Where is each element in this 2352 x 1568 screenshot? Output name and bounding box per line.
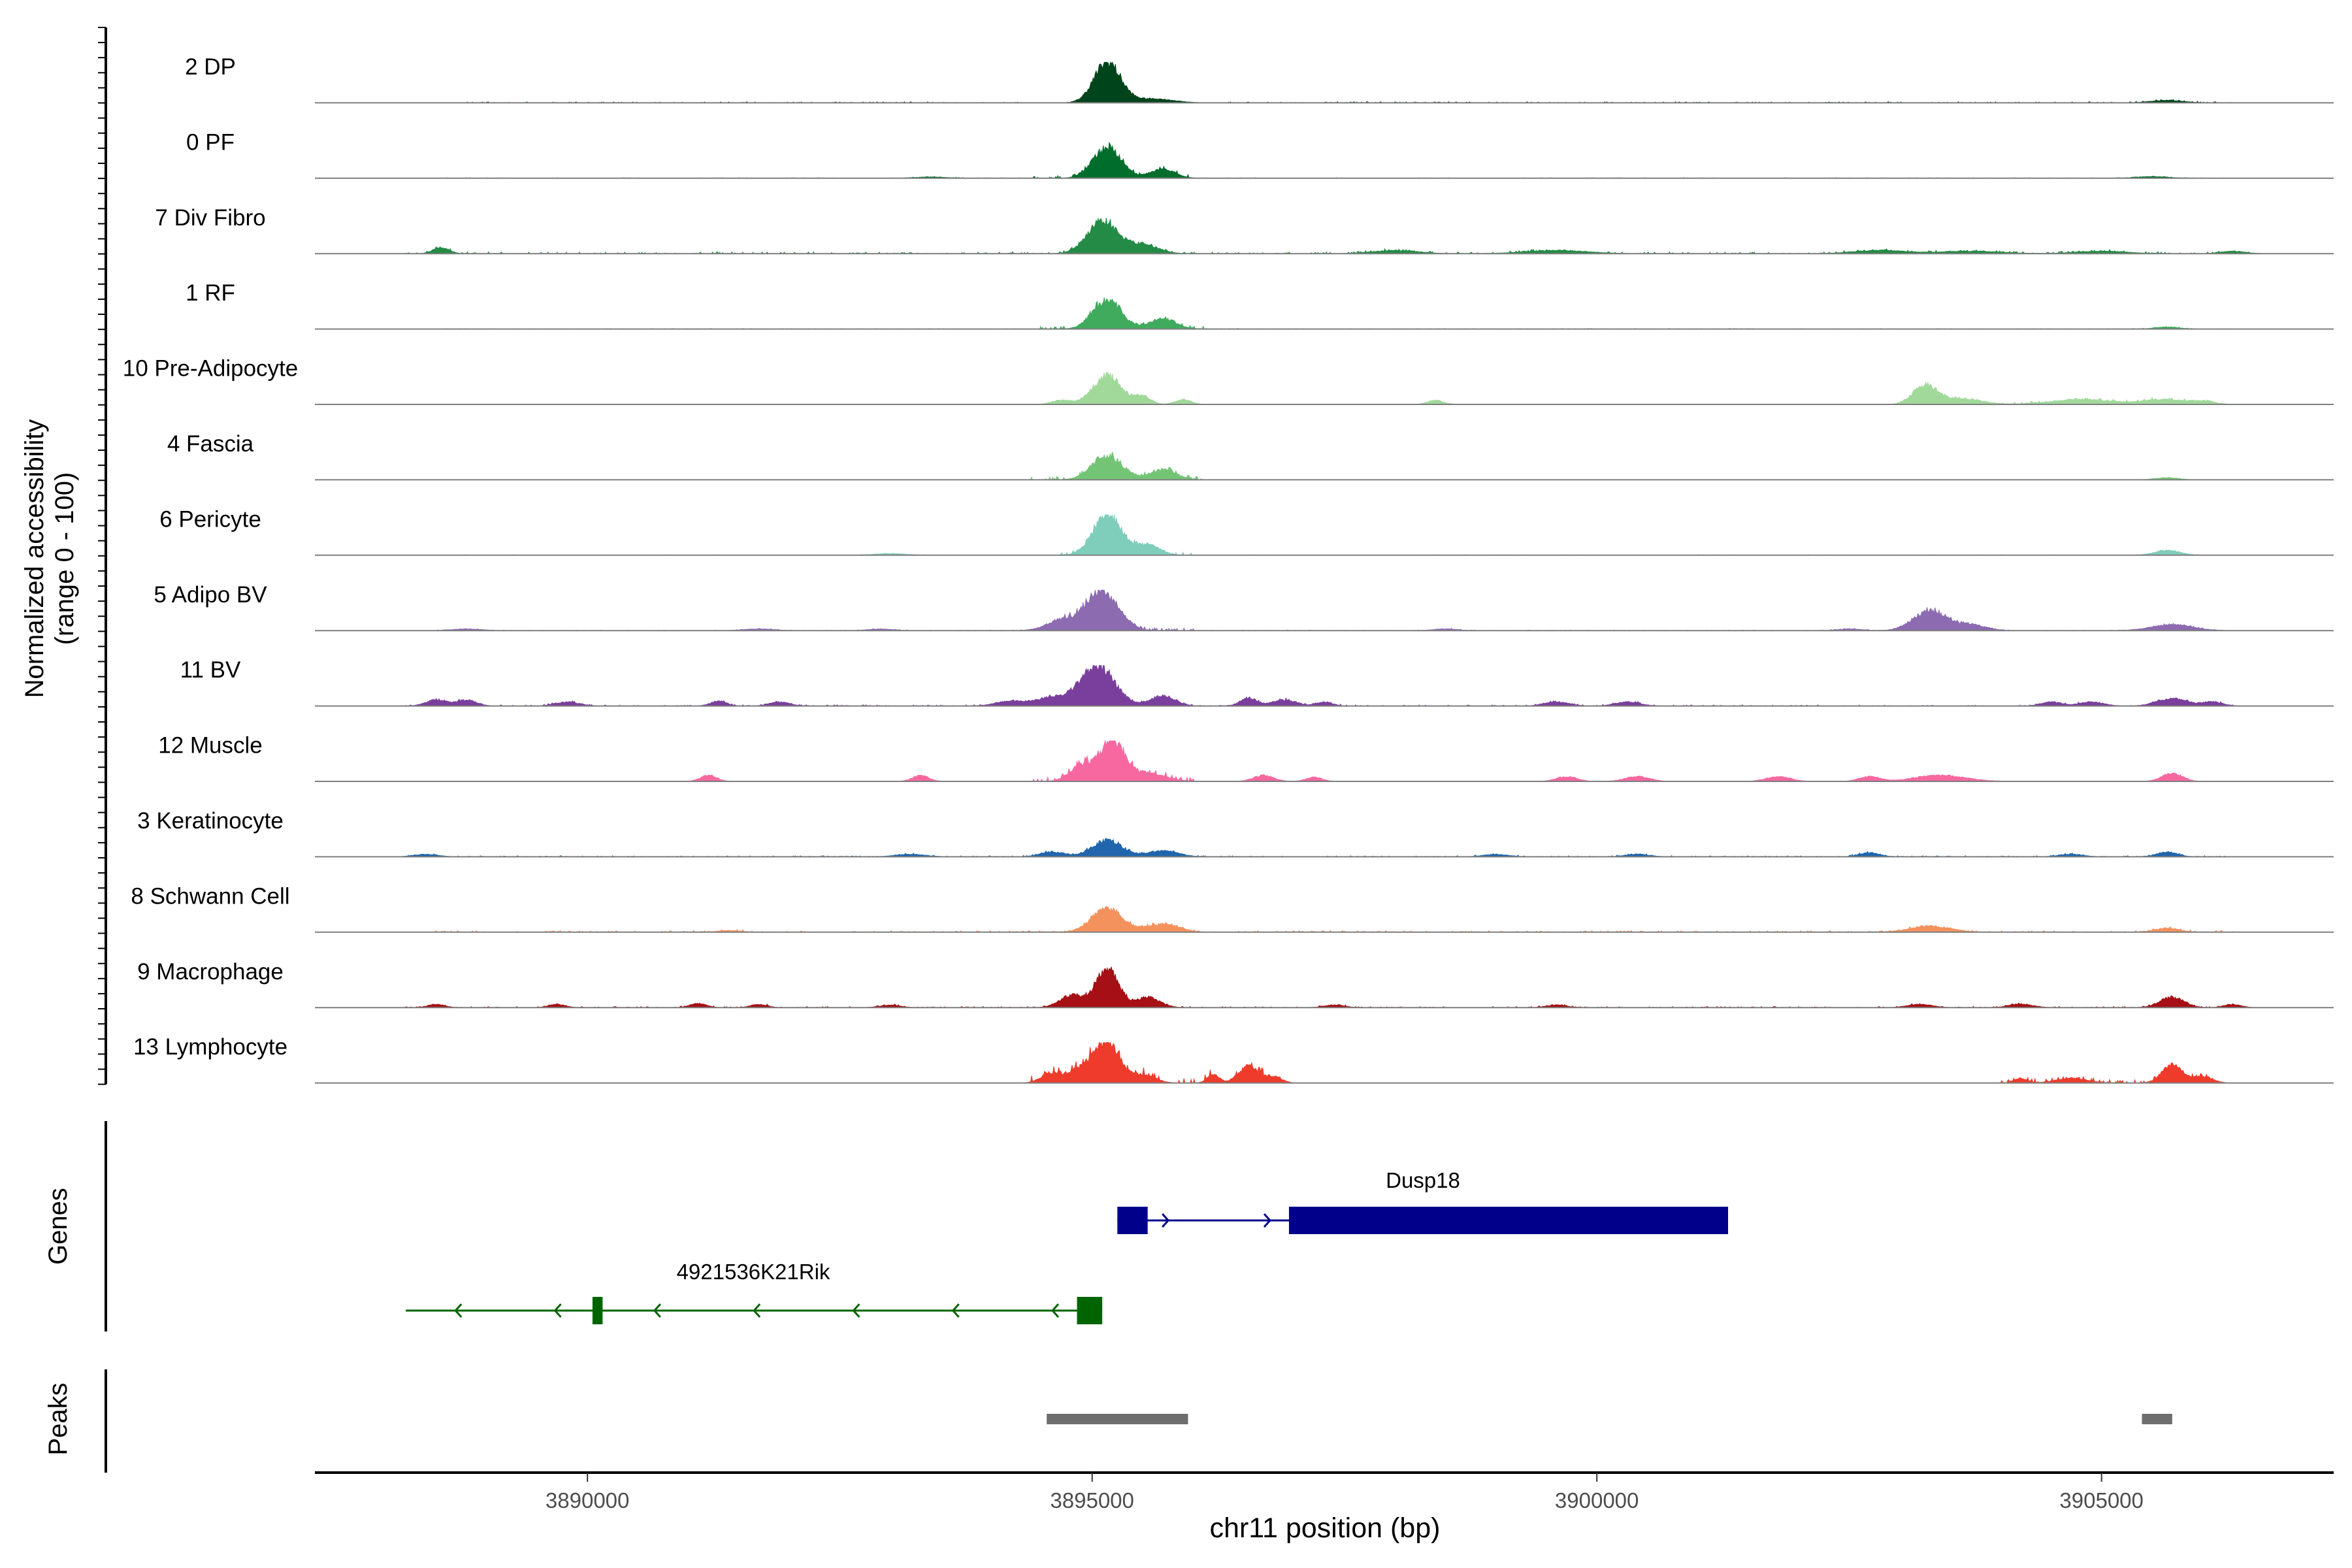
coverage-area <box>315 589 2334 632</box>
track-10-pre-adipocyte: 10 Pre-Adipocyte <box>123 356 2334 405</box>
y-axis-label-line1: Normalized accessibility <box>20 419 49 698</box>
track-6-pericyte: 6 Pericyte <box>159 506 2334 556</box>
coverage-area <box>315 906 2334 933</box>
coverage-area <box>315 217 2334 255</box>
coverage-tracks: 2 DP 0 PF 7 Div Fibro 1 RF 10 Pre-Adipocyte 4… <box>123 54 2334 1084</box>
exon <box>1077 1297 1103 1324</box>
track-7-div-fibro: 7 Div Fibro <box>155 205 2334 255</box>
exon <box>1288 1207 1728 1234</box>
track-label: 10 Pre-Adipocyte <box>123 356 298 382</box>
peaks-panel-label: Peaks <box>44 1382 73 1455</box>
gene-4921536k21rik: 4921536K21Rik <box>406 1260 1103 1324</box>
gene-name: Dusp18 <box>1386 1168 1460 1192</box>
strand-arrow <box>1051 1303 1060 1318</box>
track-4-fascia: 4 Fascia <box>167 431 2334 481</box>
track-2-dp: 2 DP <box>185 54 2334 104</box>
genes-panel-label: Genes <box>44 1188 73 1265</box>
x-tick-label: 3890000 <box>546 1488 629 1512</box>
track-label: 13 Lymphocyte <box>133 1034 287 1060</box>
coverage-area <box>315 514 2334 556</box>
track-label: 0 PF <box>186 129 235 155</box>
track-label: 1 RF <box>186 280 235 306</box>
track-3-keratinocyte: 3 Keratinocyte <box>137 808 2334 858</box>
coverage-area <box>315 61 2334 104</box>
coverage-area <box>315 451 2334 481</box>
coverage-area <box>315 740 2334 782</box>
x-tick-label: 3895000 <box>1050 1488 1134 1512</box>
y-axis-label-line2: (range 0 - 100) <box>50 472 79 645</box>
strand-arrow <box>753 1303 761 1318</box>
exon <box>1117 1207 1148 1234</box>
coverage-area <box>315 966 2334 1008</box>
coverage-area <box>315 1041 2334 1084</box>
track-label: 4 Fascia <box>167 431 254 457</box>
x-tick-label: 3900000 <box>1555 1488 1639 1512</box>
track-label: 2 DP <box>185 54 236 80</box>
peak-region <box>2142 1414 2172 1424</box>
strand-arrow <box>951 1303 960 1318</box>
track-5-adipo-bv: 5 Adipo BV <box>154 582 2334 632</box>
track-0-pf: 0 PF <box>186 129 2334 179</box>
x-axis-label: chr11 position (bp) <box>1210 1512 1441 1544</box>
track-label: 11 BV <box>180 657 241 683</box>
x-tick-label: 3905000 <box>2059 1488 2143 1512</box>
peak-region <box>1047 1414 1188 1424</box>
track-9-macrophage: 9 Macrophage <box>137 959 2334 1009</box>
track-label: 5 Adipo BV <box>154 582 267 608</box>
peaks-panel <box>1047 1414 2172 1424</box>
track-label: 3 Keratinocyte <box>137 808 284 834</box>
coverage-area <box>315 372 2334 405</box>
track-8-schwann-cell: 8 Schwann Cell <box>131 883 2334 933</box>
gene-dusp18: Dusp18 <box>1117 1168 1728 1234</box>
track-label: 9 Macrophage <box>137 959 284 985</box>
exon <box>592 1297 603 1324</box>
coverage-area <box>315 141 2334 179</box>
strand-arrow <box>653 1303 661 1318</box>
track-label: 7 Div Fibro <box>155 205 265 231</box>
track-label: 8 Schwann Cell <box>131 883 289 909</box>
gene-name: 4921536K21Rik <box>677 1260 830 1284</box>
track-label: 6 Pericyte <box>159 506 261 532</box>
strand-arrow <box>553 1303 562 1318</box>
strand-arrow <box>454 1303 463 1318</box>
gene-annotation-panel: Dusp18 4921536K21Rik <box>406 1168 1728 1324</box>
track-11-bv: 11 BV <box>180 657 2334 707</box>
coverage-area <box>315 838 2334 858</box>
strand-arrow <box>852 1303 860 1318</box>
track-12-muscle: 12 Muscle <box>158 733 2334 782</box>
strand-arrow <box>1162 1213 1170 1228</box>
track-13-lymphocyte: 13 Lymphocyte <box>133 1034 2334 1084</box>
strand-arrow <box>1263 1213 1271 1228</box>
coverage-area <box>315 664 2334 707</box>
track-label: 12 Muscle <box>158 733 263 759</box>
coverage-area <box>315 297 2334 330</box>
axes: 3890000 3895000 3900000 3905000 <box>98 27 2334 1512</box>
track-1-rf: 1 RF <box>186 280 2334 330</box>
